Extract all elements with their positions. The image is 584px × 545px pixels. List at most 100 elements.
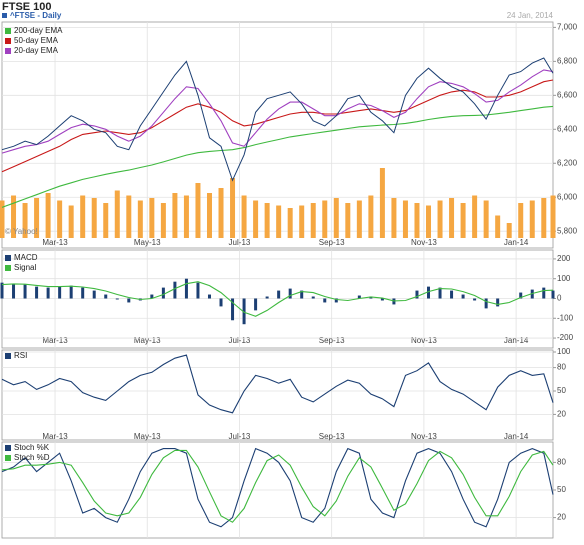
y-tick-label: 6,400 <box>557 124 578 133</box>
volume-bar <box>356 200 362 238</box>
x-tick-label: Sep-13 <box>319 238 345 247</box>
price-line <box>1 57 554 182</box>
series-line <box>1 69 554 154</box>
x-tick-label: Sep-13 <box>319 432 345 441</box>
series-line <box>1 354 554 414</box>
macd-bar <box>496 298 500 307</box>
volume-bar <box>11 195 17 238</box>
y-tick-label: 6,600 <box>557 90 578 99</box>
legend-label: Stoch %D <box>14 453 50 462</box>
y-tick-label: -100 <box>557 313 574 322</box>
panel-frame <box>1 349 554 441</box>
legend-label: RSI <box>14 351 27 360</box>
macd-bar <box>173 281 177 299</box>
volume-bar <box>483 200 489 238</box>
macd-bar <box>484 298 488 309</box>
legend-swatch <box>5 265 11 271</box>
macd-bar <box>207 294 211 299</box>
y-tick-label: -200 <box>557 333 574 342</box>
volume-bar <box>241 195 247 238</box>
macd-bar <box>450 290 454 299</box>
x-tick-label: May-13 <box>134 432 161 441</box>
legend-swatch <box>5 445 11 451</box>
x-tick-label: Jan-14 <box>504 432 529 441</box>
volume-bar <box>22 203 28 238</box>
macd-bar <box>311 296 315 299</box>
macd-bar <box>92 290 96 299</box>
volume-bar <box>449 198 455 238</box>
macd-bar <box>380 298 384 301</box>
volume-bar <box>91 198 97 238</box>
volume-bar <box>333 198 339 238</box>
macd-bar <box>115 298 119 300</box>
volume-bar <box>137 200 143 238</box>
macd-bar <box>58 286 62 299</box>
volume-bar <box>160 203 166 238</box>
volume-bar <box>34 198 40 238</box>
y-tick-label: 6,800 <box>557 56 578 65</box>
macd-bar <box>35 286 39 299</box>
volume-bar <box>414 203 420 238</box>
macd-bar <box>323 298 327 303</box>
volume-bar <box>45 193 51 238</box>
volume-bar <box>322 200 328 238</box>
volume-bar <box>506 223 512 238</box>
macd-bar <box>334 298 338 303</box>
legend-swatch <box>5 353 11 359</box>
x-tick-label: Mar-13 <box>42 238 68 247</box>
volume-bar <box>57 200 63 238</box>
macd-bar <box>184 278 188 299</box>
chart-date: 24 Jan, 2014 <box>507 11 554 20</box>
legend-swatch <box>5 38 11 44</box>
macd-bar <box>415 290 419 299</box>
macd-bar <box>473 298 477 301</box>
legend-label: 200-day EMA <box>14 26 63 35</box>
volume-bar <box>437 200 443 238</box>
series-line <box>1 79 554 173</box>
volume-bar <box>310 203 316 238</box>
volume-bar <box>541 198 547 238</box>
y-tick-label: 50 <box>557 386 566 395</box>
volume-bar <box>426 205 432 238</box>
volume-bar <box>0 200 5 238</box>
macd-bar <box>288 288 292 299</box>
volume-bar <box>149 198 155 238</box>
volume-bar <box>529 200 535 238</box>
volume-bar <box>253 200 259 238</box>
x-tick-label: Jul-13 <box>229 432 251 441</box>
macd-bar <box>551 290 555 299</box>
y-tick-label: 6,200 <box>557 158 578 167</box>
legend-label: 50-day EMA <box>14 36 59 45</box>
x-tick-label: Nov-13 <box>411 238 437 247</box>
x-tick-label: May-13 <box>134 336 161 345</box>
volume-bar <box>402 200 408 238</box>
volume-bar <box>518 203 524 238</box>
macd-bar <box>438 287 442 299</box>
x-tick-label: Nov-13 <box>411 432 437 441</box>
volume-bar <box>299 205 305 238</box>
source-label: © Yahoo! <box>5 227 38 236</box>
volume-bar <box>550 195 556 238</box>
legend-label: Stoch %K <box>14 443 50 452</box>
macd-bar <box>12 283 16 299</box>
volume-bar <box>287 208 293 238</box>
subtitle-icon <box>2 13 7 18</box>
macd-bar <box>231 298 235 321</box>
legend-swatch <box>5 255 11 261</box>
volume-bar <box>80 195 86 238</box>
series-line <box>1 447 554 528</box>
volume-bar <box>379 168 385 238</box>
legend-label: MACD <box>14 253 38 262</box>
y-tick-label: 200 <box>557 254 571 263</box>
macd-bar <box>69 285 73 299</box>
legend-swatch <box>5 455 11 461</box>
volume-bar <box>368 195 374 238</box>
macd-bar <box>46 287 50 299</box>
macd-bar <box>542 287 546 299</box>
volume-bar <box>460 203 466 238</box>
legend-label: Signal <box>14 263 36 272</box>
macd-bar <box>161 287 165 299</box>
y-tick-label: 0 <box>557 294 562 303</box>
series-line <box>1 281 554 317</box>
